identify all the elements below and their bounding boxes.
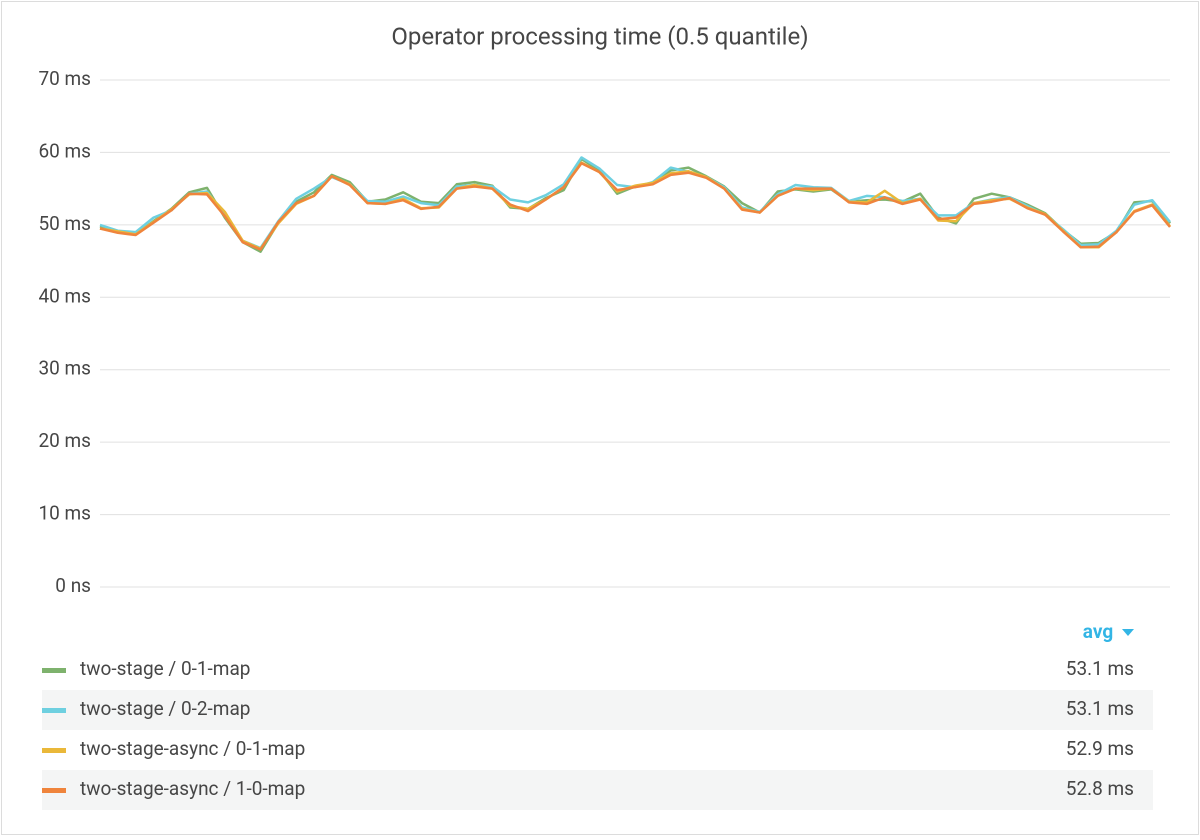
legend-value: 52.9 ms (1066, 737, 1134, 760)
legend-swatch (42, 748, 66, 753)
y-tick-label: 20 ms (38, 429, 91, 452)
legend-swatch (42, 708, 66, 713)
legend-swatch (42, 668, 66, 673)
legend-row-bg (42, 690, 1153, 730)
sort-icon[interactable] (1122, 629, 1134, 636)
legend-label: two-stage / 0-2-map (80, 697, 250, 720)
legend-value: 52.8 ms (1066, 777, 1134, 800)
series-line (99, 162, 1171, 251)
legend-swatch (42, 788, 66, 793)
legend-value: 53.1 ms (1066, 697, 1134, 720)
chart-title: Operator processing time (0.5 quantile) (391, 22, 808, 50)
legend-label: two-stage-async / 1-0-map (80, 777, 305, 800)
legend-header[interactable]: avg (1083, 620, 1113, 643)
y-tick-label: 60 ms (38, 139, 91, 162)
y-tick-label: 40 ms (38, 284, 91, 307)
legend-label: two-stage / 0-1-map (80, 657, 250, 680)
y-tick-label: 10 ms (38, 502, 91, 525)
y-tick-label: 0 ns (55, 574, 91, 597)
legend-value: 53.1 ms (1066, 657, 1134, 680)
y-tick-label: 30 ms (38, 357, 91, 380)
legend-label: two-stage-async / 0-1-map (80, 737, 305, 760)
legend-row-bg (42, 770, 1153, 810)
y-tick-label: 70 ms (38, 67, 91, 90)
y-tick-label: 50 ms (38, 212, 91, 235)
